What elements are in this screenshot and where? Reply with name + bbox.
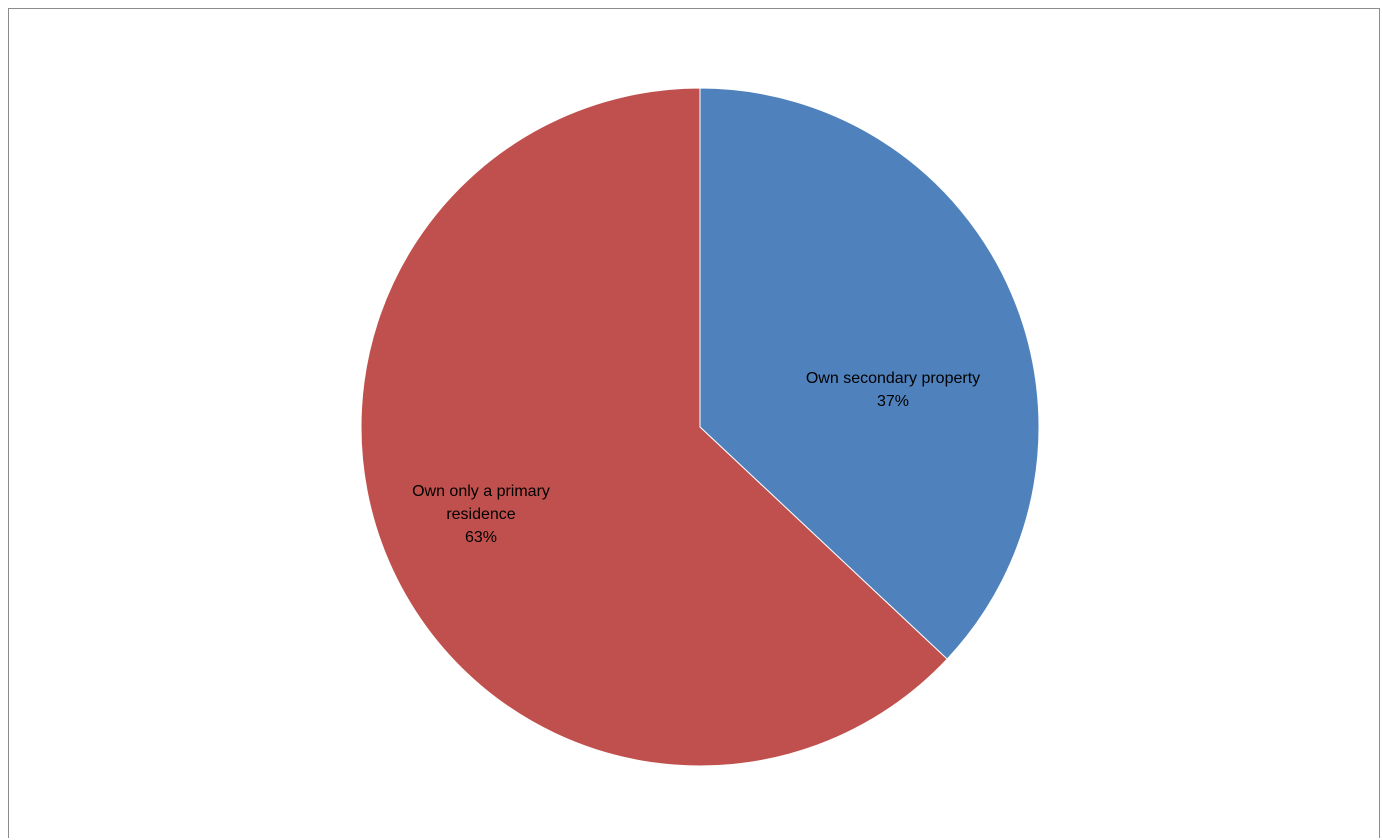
slice-label-1: Own only a primary residence 63% [412,483,550,546]
slice-category-label: residence [446,506,515,523]
slice-percent-label: 37% [877,393,909,410]
slice-label-0: Own secondary property 37% [806,370,980,410]
slice-percent-label: 63% [465,529,497,546]
pie-slice-0 [699,87,1040,660]
pie-slice-1 [360,87,948,767]
slice-category-label: Own secondary property [806,370,980,387]
slice-category-label: Own only a primary [412,483,550,500]
